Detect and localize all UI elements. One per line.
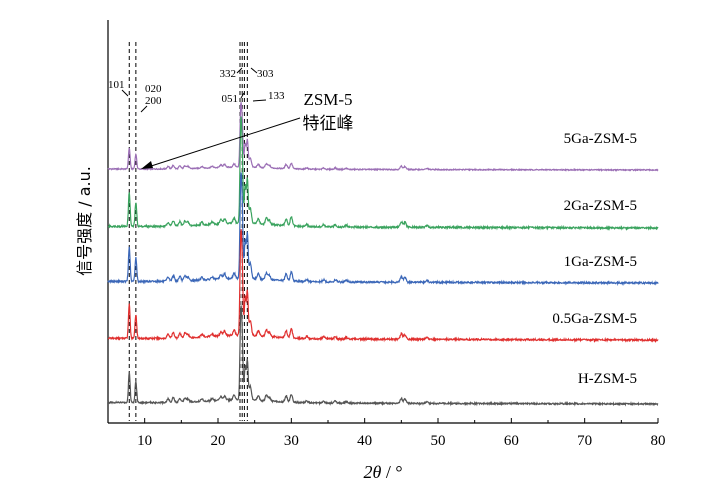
hkl-label-303: 303 — [257, 68, 274, 80]
series-label-H-ZSM-5: H-ZSM-5 — [578, 371, 637, 387]
x-axis-ticks: 10 20 30 40 50 60 70 80 — [107, 418, 666, 449]
hkl-label-020: 020 — [145, 83, 162, 95]
xrd-curve-H-ZSM-5 — [107, 305, 659, 407]
series-label-0.5Ga-ZSM-5: 0.5Ga-ZSM-5 — [552, 311, 637, 327]
reference-lines — [128, 42, 248, 421]
hkl-leader — [252, 99, 267, 102]
hkl-leader — [140, 105, 148, 113]
annotation-arrowhead — [141, 161, 153, 169]
hkl-leader — [240, 92, 245, 99]
xrd-curves — [107, 102, 659, 407]
annotation-line2: 特征峰 — [303, 114, 354, 133]
hkl-label-332: 332 — [220, 68, 237, 80]
hkl-leader — [250, 67, 258, 74]
x-tick-label-60: 60 — [504, 433, 519, 449]
x-axis-unit: ° — [395, 462, 402, 482]
x-axis-var: 2θ — [363, 462, 381, 482]
x-tick-label-50: 50 — [431, 433, 446, 449]
x-tick-label-20: 20 — [211, 433, 226, 449]
annotation-arrow — [144, 117, 301, 169]
hkl-leader — [121, 89, 129, 97]
x-tick-label-70: 70 — [577, 433, 592, 449]
hkl-label-101: 101 — [108, 79, 125, 91]
hkl-leader — [236, 67, 243, 74]
xrd-curve-1Ga-ZSM-5 — [107, 172, 659, 287]
y-axis-title: 信号强度 / a.u. — [75, 166, 94, 276]
x-tick-label-10: 10 — [137, 433, 152, 449]
xrd-curve-0.5Ga-ZSM-5 — [107, 229, 659, 343]
xrd-curve-5Ga-ZSM-5 — [107, 102, 659, 172]
x-tick-label-30: 30 — [284, 433, 299, 449]
series-labels: 5Ga-ZSM-5 2Ga-ZSM-5 1Ga-ZSM-5 0.5Ga-ZSM-5 H-… — [552, 131, 637, 387]
xrd-curve-2Ga-ZSM-5 — [107, 116, 659, 231]
annotation-line1: ZSM-5 — [303, 90, 352, 109]
hkl-label-133: 133 — [268, 90, 285, 102]
x-axis-sep: / — [381, 462, 395, 482]
series-label-5Ga-ZSM-5: 5Ga-ZSM-5 — [564, 131, 637, 147]
hkl-label-200: 200 — [145, 95, 162, 107]
x-tick-label-40: 40 — [357, 433, 372, 449]
series-label-2Ga-ZSM-5: 2Ga-ZSM-5 — [564, 198, 637, 214]
series-label-1Ga-ZSM-5: 1Ga-ZSM-5 — [564, 254, 637, 270]
hkl-label-051: 051 — [222, 93, 239, 105]
x-tick-label-80: 80 — [651, 433, 666, 449]
x-axis-title: 2θ / ° — [363, 462, 402, 482]
